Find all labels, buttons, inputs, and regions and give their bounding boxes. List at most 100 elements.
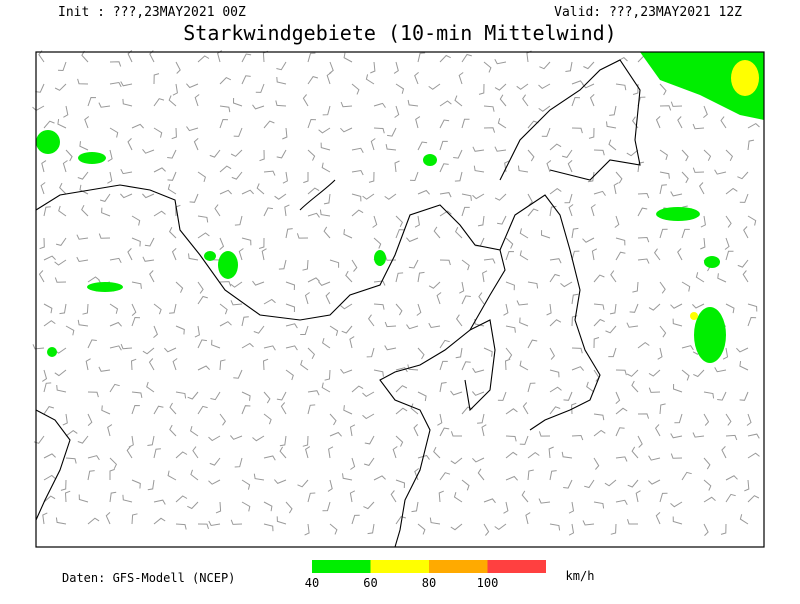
wind-barb bbox=[285, 303, 296, 313]
wind-barb bbox=[461, 479, 470, 491]
wind-barb bbox=[276, 149, 287, 159]
wind-barb bbox=[637, 341, 650, 349]
wind-barb bbox=[406, 324, 419, 330]
wind-barb bbox=[343, 52, 353, 63]
wind-barb bbox=[186, 83, 199, 89]
wind-barb bbox=[593, 149, 605, 156]
wind-barb bbox=[340, 127, 353, 133]
wind-barb bbox=[43, 453, 56, 459]
wind-barb bbox=[241, 342, 254, 349]
wind-barb bbox=[437, 413, 443, 426]
wind-barb bbox=[692, 167, 705, 173]
wind-barb bbox=[670, 433, 683, 439]
wind-barb bbox=[627, 479, 639, 488]
wind-barb bbox=[276, 516, 287, 525]
wind-barb bbox=[681, 345, 694, 351]
wind-barb bbox=[147, 479, 155, 491]
coastline-mainland bbox=[35, 184, 506, 548]
wind-barb bbox=[318, 127, 331, 134]
wind-barb bbox=[323, 193, 331, 205]
wind-barb bbox=[700, 215, 706, 228]
coastline-west bbox=[35, 409, 71, 521]
wind-barb bbox=[98, 233, 111, 239]
wind-barb bbox=[588, 127, 595, 139]
wind-barb bbox=[208, 479, 221, 485]
wind-barb bbox=[279, 435, 287, 447]
wind-barb bbox=[153, 303, 162, 315]
wind-barb bbox=[483, 498, 496, 504]
wind-area bbox=[218, 251, 238, 279]
wind-barb bbox=[329, 431, 342, 437]
wind-area bbox=[78, 152, 106, 164]
wind-area bbox=[694, 307, 726, 363]
wind-barb bbox=[343, 405, 353, 415]
wind-barb bbox=[65, 429, 78, 437]
wind-barb bbox=[54, 83, 67, 91]
wind-barb bbox=[565, 61, 573, 72]
wind-barb bbox=[593, 190, 606, 196]
legend-label: 40 bbox=[305, 576, 319, 590]
wind-barb bbox=[450, 390, 463, 396]
wind-barb bbox=[703, 413, 710, 426]
wind-barb bbox=[263, 207, 273, 217]
legend-label: 60 bbox=[363, 576, 377, 590]
wind-area bbox=[36, 130, 60, 154]
wind-barb bbox=[505, 451, 518, 459]
wind-barb bbox=[450, 523, 463, 531]
wind-barb bbox=[571, 250, 580, 261]
wind-barb bbox=[614, 215, 620, 228]
wind-barb bbox=[87, 413, 93, 426]
wind-barb bbox=[571, 366, 584, 371]
wind-barb bbox=[519, 360, 529, 371]
legend-swatch bbox=[370, 560, 429, 573]
wind-barb bbox=[477, 413, 485, 424]
wind-barb bbox=[725, 434, 738, 441]
wind-barb bbox=[455, 314, 463, 327]
wind-barb bbox=[458, 72, 464, 85]
wind-barb bbox=[232, 97, 243, 107]
wind-barb bbox=[209, 457, 221, 466]
wind-barb bbox=[233, 127, 243, 137]
wind-barb bbox=[539, 61, 551, 70]
wind-barb bbox=[302, 435, 309, 447]
wind-barb bbox=[122, 494, 133, 503]
wind-barb bbox=[395, 435, 404, 447]
wind-barb bbox=[439, 382, 447, 393]
wind-barb bbox=[461, 259, 470, 271]
wind-barb bbox=[416, 303, 422, 316]
wind-barb bbox=[637, 258, 650, 264]
wind-barb bbox=[307, 212, 320, 218]
wind-barb bbox=[414, 215, 420, 228]
wind-barb bbox=[615, 391, 621, 404]
wind-barb bbox=[274, 193, 287, 200]
wind-barb bbox=[655, 116, 661, 129]
wind-barb bbox=[130, 358, 137, 371]
legend-swatch bbox=[487, 560, 546, 573]
wind-barb bbox=[54, 277, 67, 283]
wind-barb bbox=[615, 456, 628, 462]
wind-barb bbox=[659, 171, 670, 179]
wind-barb bbox=[747, 433, 760, 439]
wind-barb bbox=[321, 162, 331, 173]
wind-barb bbox=[503, 303, 509, 316]
wind-barb bbox=[417, 454, 430, 460]
wind-area bbox=[423, 154, 437, 166]
wind-barb bbox=[725, 413, 732, 426]
wind-barb bbox=[279, 446, 287, 459]
wind-barb bbox=[98, 366, 111, 372]
wind-barb bbox=[549, 273, 560, 283]
wind-barb bbox=[40, 182, 46, 195]
wind-barb bbox=[55, 517, 67, 525]
wind-barb bbox=[253, 325, 265, 334]
wind-barb bbox=[461, 118, 470, 129]
wind-barb bbox=[450, 431, 462, 437]
wind-barb bbox=[626, 322, 639, 328]
wind-barb bbox=[417, 189, 430, 195]
wind-barb bbox=[410, 403, 419, 415]
wind-barb bbox=[39, 237, 45, 250]
wind-barb bbox=[406, 237, 419, 243]
wind-barb bbox=[499, 94, 507, 107]
wind-barb bbox=[548, 446, 554, 459]
wind-barb bbox=[81, 204, 89, 217]
